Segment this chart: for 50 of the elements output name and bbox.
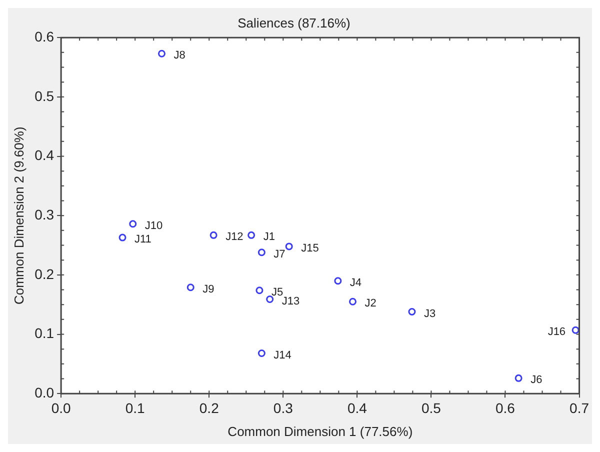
data-label: J12 — [226, 231, 244, 244]
point — [118, 234, 126, 242]
point — [348, 298, 356, 306]
x-tick-label: 0.0 — [51, 400, 72, 416]
point — [186, 284, 194, 292]
data-label: J5 — [271, 286, 284, 298]
point — [266, 296, 274, 304]
x-tick-label: 0.7 — [570, 400, 590, 416]
point — [129, 220, 137, 228]
point — [256, 286, 264, 294]
data-label: J9 — [202, 283, 214, 296]
data-label: J6 — [530, 374, 542, 386]
point — [514, 374, 522, 382]
x-axis-title: Common Dimension 1 (77.56%) — [228, 424, 413, 439]
data-label: J14 — [274, 349, 292, 362]
y-tick-label: 0.4 — [34, 147, 54, 164]
data-label: J4 — [350, 276, 362, 289]
y-tick-label: 0.2 — [34, 266, 54, 282]
x-tick-label: 0.2 — [199, 400, 220, 416]
point — [334, 277, 342, 285]
y-tick-label: 0.1 — [34, 325, 54, 342]
data-label: J16 — [548, 326, 566, 338]
data-label: J8 — [174, 50, 186, 62]
y-axis-title: Common Dimension 2 (9.60%) — [11, 126, 26, 304]
point — [572, 326, 580, 334]
point — [258, 248, 266, 256]
data-label: J2 — [364, 298, 376, 310]
chart-title: Saliences (87.16%) — [238, 15, 350, 30]
data-label: J13 — [282, 295, 300, 308]
point — [248, 231, 256, 239]
data-label: J15 — [301, 242, 319, 254]
x-tick-label: 0.5 — [421, 400, 442, 416]
y-tick-label: 0.5 — [34, 88, 54, 104]
data-label: J1 — [263, 231, 275, 244]
data-label: J7 — [274, 248, 286, 260]
point — [408, 308, 416, 316]
x-tick-label: 0.1 — [125, 400, 146, 416]
point — [258, 350, 266, 358]
y-tick-label: 0.6 — [34, 28, 54, 44]
x-tick-label: 0.6 — [496, 400, 516, 416]
y-tick-label: 0.0 — [34, 384, 54, 400]
point — [210, 231, 218, 239]
point — [158, 50, 166, 58]
data-label: J10 — [144, 220, 163, 232]
y-tick-label: 0.3 — [34, 206, 54, 222]
x-tick-label: 0.4 — [347, 400, 368, 416]
data-label: J11 — [134, 234, 152, 246]
data-label: J3 — [424, 308, 436, 320]
x-tick-label: 0.3 — [273, 400, 294, 416]
point — [285, 242, 293, 250]
